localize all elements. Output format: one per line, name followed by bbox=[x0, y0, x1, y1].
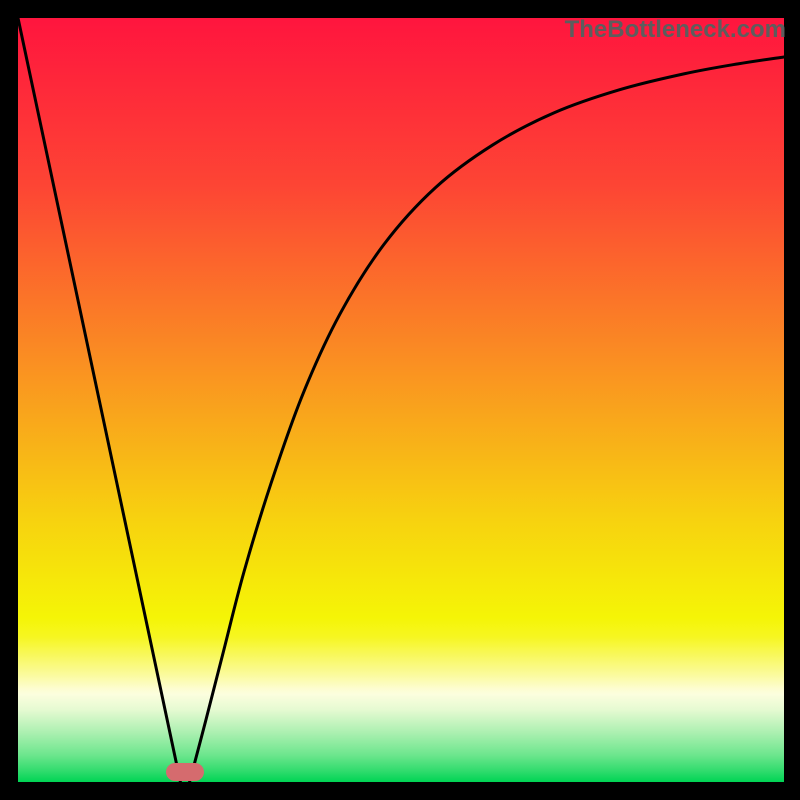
right-asymptotic-curve bbox=[190, 57, 784, 782]
curve-layer bbox=[18, 18, 784, 782]
chart-root: TheBottleneck.com bbox=[0, 0, 800, 800]
left-descending-line bbox=[18, 18, 180, 782]
plot-area bbox=[18, 18, 784, 782]
watermark-text: TheBottleneck.com bbox=[565, 16, 786, 44]
minimum-marker bbox=[166, 763, 204, 781]
